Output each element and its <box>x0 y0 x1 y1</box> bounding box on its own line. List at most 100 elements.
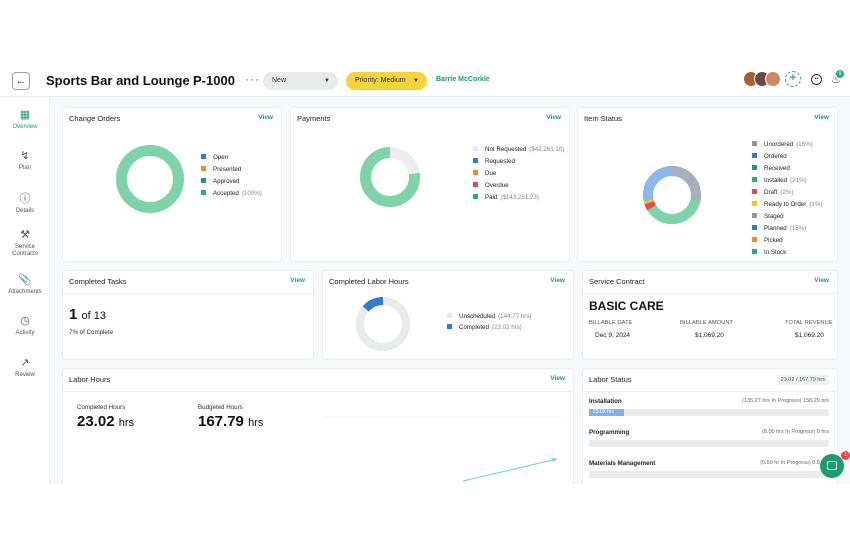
legend-item: Completed (23.02 hrs) <box>447 322 532 333</box>
assignee-link[interactable]: Barrie McCorkle <box>436 76 490 83</box>
legend-label: Ready to Order <box>764 201 807 208</box>
more-options-button[interactable]: ··· <box>245 72 260 86</box>
sidebar-item-attachments[interactable]: 📎 Attachments <box>0 273 50 296</box>
labor-hours-card: Labor Hours View Completed Hours 23.02 h… <box>62 368 574 484</box>
legend-swatch <box>752 141 757 146</box>
budgeted-hours-value: 167.79 hrs <box>198 413 263 430</box>
status-select[interactable]: New ▼ <box>263 72 338 90</box>
legend-label: Overdue <box>485 182 509 189</box>
legend-swatch <box>752 153 757 158</box>
view-link[interactable]: View <box>290 277 305 284</box>
labor-hours-donut <box>356 297 410 351</box>
add-team-member-button[interactable]: + <box>785 71 801 87</box>
legend-label: Picked <box>764 237 783 244</box>
legend-label: Installed <box>764 177 788 184</box>
view-link[interactable]: View <box>814 114 829 121</box>
back-button[interactable]: ← <box>12 72 30 90</box>
legend-swatch <box>473 182 478 187</box>
legend-value: ($42,261.10) <box>529 146 565 153</box>
billable-date-value: Dec 9, 2024 <box>595 332 631 339</box>
legend-label: Not Requested <box>485 146 527 153</box>
billable-date-header: BILLABLE DATE <box>589 320 633 326</box>
sidebar-item-plan[interactable]: ↯ Plan <box>0 149 50 172</box>
sidebar-item-activity[interactable]: ◷ Activity <box>0 314 50 337</box>
sidebar-item-review[interactable]: ↗ Review <box>0 356 50 379</box>
legend-swatch <box>752 225 757 230</box>
legend-swatch <box>201 178 206 183</box>
sidebar-item-label: Review <box>15 372 35 378</box>
sidebar-item-label: Attachments <box>8 289 42 295</box>
labor-progress-fill: 23.02 hrs <box>589 409 624 416</box>
service-contract-card: Service Contract View BASIC CARE BILLABL… <box>582 270 838 360</box>
bell-icon[interactable]: ♨ <box>831 74 841 86</box>
grid-icon: ▦ <box>19 109 31 121</box>
view-link[interactable]: View <box>814 277 829 284</box>
labor-status-total-badge: 23.02 / 167.79 hrs <box>776 375 829 385</box>
legend-label: In Stock <box>764 249 787 256</box>
legend-item: Unordered (16%) <box>752 139 822 151</box>
legend-item: In Stock <box>752 247 822 259</box>
arrow-left-icon: ← <box>15 75 27 87</box>
labor-row-info: (0.50 hr In Progress) 0.5 hrs <box>760 460 829 466</box>
priority-select[interactable]: Priority: Medium ▼ <box>346 72 427 90</box>
legend-item: Unscheduled (144.77 hrs) <box>447 311 532 322</box>
project-id: P-1000 <box>193 73 235 88</box>
legend-item: Accepted (100%) <box>201 188 262 200</box>
change-orders-donut <box>116 145 184 213</box>
legend-swatch <box>752 201 757 206</box>
payments-donut <box>360 147 420 207</box>
total-revenue-value: $1,069.20 <box>795 332 824 339</box>
item-status-legend: Unordered (16%) Ordered Received Installed (2… <box>752 139 822 259</box>
legend-label: Planned <box>764 225 787 232</box>
legend-item: Staged <box>752 211 822 223</box>
contract-name: BASIC CARE <box>589 299 664 313</box>
item-status-card: Item Status View Unordered (16%) Ordered Re… <box>577 107 838 262</box>
legend-swatch <box>447 324 452 329</box>
legend-swatch <box>447 313 452 318</box>
legend-swatch <box>201 190 206 195</box>
legend-item: Requested <box>473 156 564 168</box>
legend-value: (23.02 hrs) <box>491 324 522 331</box>
legend-item: Presented <box>201 164 262 176</box>
legend-label: Staged <box>764 213 784 220</box>
change-orders-legend: Open Presented Approved Accepted (100%) <box>201 152 262 200</box>
legend-value: ($143,251.23) <box>500 194 539 201</box>
sidebar-item-details[interactable]: ⓘ Details <box>0 192 50 215</box>
legend-label: Approved <box>213 178 240 185</box>
card-title: Change Orders <box>69 114 121 123</box>
legend-item: Paid ($143,251.23) <box>473 192 564 204</box>
budgeted-hours-number: 167.79 <box>198 413 244 430</box>
support-chat-button[interactable] <box>820 454 844 478</box>
sidebar-item-label: Details <box>15 208 35 214</box>
donut-slice-paid <box>360 147 420 207</box>
view-link[interactable]: View <box>550 277 565 284</box>
view-link[interactable]: View <box>258 114 273 121</box>
divider <box>63 391 573 392</box>
chat-unread-badge: 1 <box>841 451 850 460</box>
legend-item: Picked <box>752 235 822 247</box>
tasks-completed: 1 <box>69 306 78 323</box>
legend-item: Ordered <box>752 151 822 163</box>
sidebar-item-service-contracts[interactable]: ⚒ Service Contracts <box>0 228 50 258</box>
view-link[interactable]: View <box>550 375 565 382</box>
legend-swatch <box>752 213 757 218</box>
legend-item: Received <box>752 163 822 175</box>
completed-hours-value: 23.02 hrs <box>77 413 134 430</box>
legend-item: Approved <box>201 176 262 188</box>
paperclip-icon: 📎 <box>18 274 32 286</box>
legend-swatch <box>752 189 757 194</box>
legend-swatch <box>473 170 478 175</box>
chat-bubble-icon <box>827 461 837 470</box>
legend-label: Draft <box>764 189 778 196</box>
completed-hours-number: 23.02 <box>77 413 115 430</box>
sidebar-item-overview[interactable]: ▦ Overview <box>0 108 50 131</box>
view-link[interactable]: View <box>546 114 561 121</box>
legend-value: (16%) <box>789 225 807 232</box>
chat-icon[interactable]: •• <box>811 74 822 85</box>
project-header: ← Sports Bar and Lounge P-1000 ··· New ▼… <box>0 62 850 97</box>
labor-progress-bar <box>589 471 829 478</box>
history-icon: ◷ <box>20 315 30 327</box>
sidebar-item-label: Service Contracts <box>12 244 38 257</box>
avatar[interactable] <box>765 71 781 87</box>
legend-label: Completed <box>459 324 489 331</box>
